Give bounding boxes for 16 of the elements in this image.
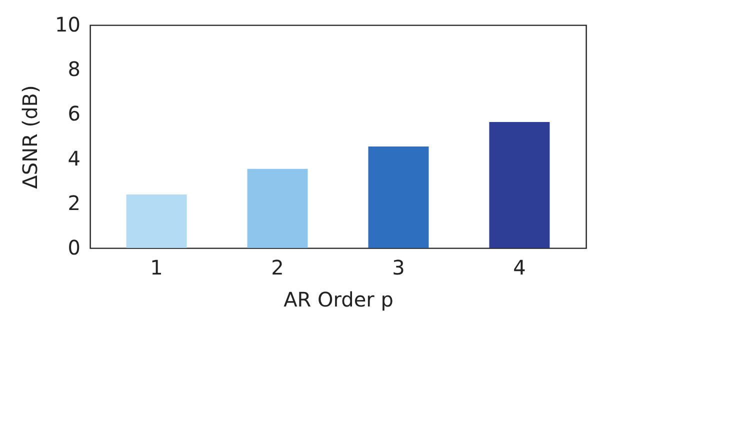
y-tick-label: 6 bbox=[68, 102, 80, 126]
y-tick-label: 0 bbox=[68, 236, 80, 260]
bar bbox=[489, 122, 550, 248]
y-tick-label: 2 bbox=[68, 190, 80, 215]
y-tick-label: 10 bbox=[55, 12, 80, 36]
x-tick-label: 1 bbox=[150, 256, 163, 280]
bar bbox=[126, 194, 187, 248]
bar bbox=[368, 146, 429, 248]
x-axis-title: AR Order p bbox=[284, 288, 394, 312]
x-tick-label: 2 bbox=[271, 256, 284, 280]
x-tick-label: 3 bbox=[392, 256, 405, 280]
y-tick-label: 4 bbox=[68, 146, 80, 170]
y-axis-title: ΔSNR (dB) bbox=[18, 85, 42, 189]
x-tick-label: 4 bbox=[513, 256, 526, 280]
bar bbox=[247, 168, 308, 248]
y-tick-label: 8 bbox=[68, 57, 80, 82]
